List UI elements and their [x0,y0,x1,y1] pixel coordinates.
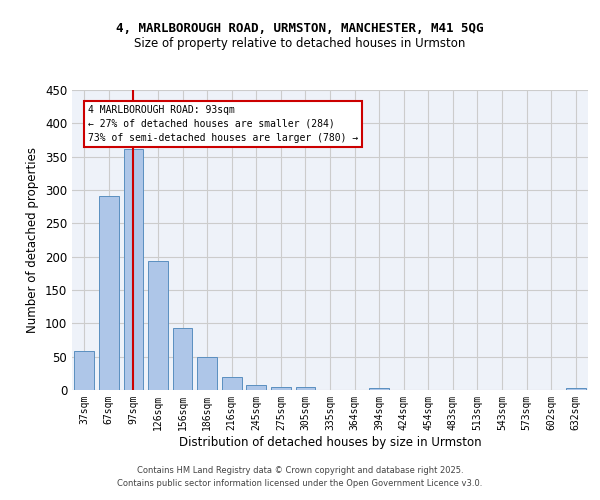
Bar [148,260,168,390]
X-axis label: Distribution of detached houses by size in Urmston: Distribution of detached houses by size … [179,436,481,448]
Text: Contains HM Land Registry data © Crown copyright and database right 2025.
Contai: Contains HM Land Registry data © Crown c… [118,466,482,487]
Text: 4 MARLBOROUGH ROAD: 93sqm
← 27% of detached houses are smaller (284)
73% of semi: 4 MARLBOROUGH ROAD: 93sqm ← 27% of detac… [88,104,358,142]
Bar [296,386,315,390]
Bar [247,384,266,390]
Text: Size of property relative to detached houses in Urmston: Size of property relative to detached ho… [134,38,466,51]
Text: 4, MARLBOROUGH ROAD, URMSTON, MANCHESTER, M41 5QG: 4, MARLBOROUGH ROAD, URMSTON, MANCHESTER… [116,22,484,36]
Bar [566,388,586,390]
Bar [173,328,193,390]
Bar [74,352,94,390]
Y-axis label: Number of detached properties: Number of detached properties [26,147,40,333]
Bar [370,388,389,390]
Bar [271,386,290,390]
Bar [222,378,242,390]
Bar [197,356,217,390]
Bar [99,196,119,390]
Bar [124,148,143,390]
